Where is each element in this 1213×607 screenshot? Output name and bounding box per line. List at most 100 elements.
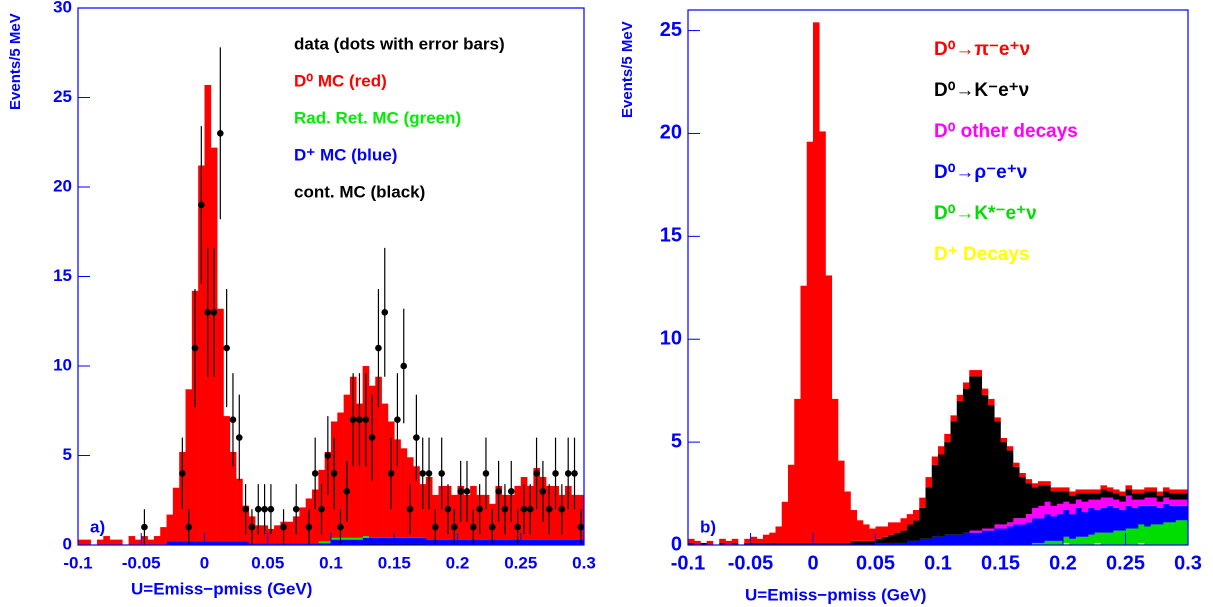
histogram-bar [1075,489,1083,494]
histogram-bar [956,394,964,401]
histogram-bar [444,539,452,545]
histogram-bar [781,501,789,543]
histogram-bar [1088,489,1095,494]
data-point [488,523,496,531]
legend-entry: D⁰ MC (red) [294,71,387,90]
histogram-bar [109,539,117,545]
histogram-bar [413,543,420,545]
histogram-bar [794,398,801,543]
histogram-bar [938,446,945,455]
histogram-bar [1169,499,1176,506]
data-point [552,470,559,477]
histogram-bar [706,540,714,545]
histogram-bar [1038,505,1045,519]
histogram-bar [1175,489,1183,494]
histogram-bar [1131,507,1139,529]
histogram-bar [1125,528,1133,545]
histogram-bar [1050,516,1058,541]
data-point [254,505,262,513]
histogram-bar [1100,507,1108,533]
histogram-bar [963,382,970,389]
histogram-bar [831,398,839,543]
histogram-bar [813,542,820,545]
histogram-bar [387,537,395,544]
histogram-bar [1044,514,1051,541]
histogram-bar [994,417,1001,422]
histogram-bar [185,389,193,542]
histogram-bar [1094,542,1101,545]
histogram-bar [1038,485,1045,506]
data-point [223,344,230,352]
data-point [375,344,382,352]
histogram-bar [888,534,895,543]
histogram-bar [571,539,578,545]
histogram-bar [844,491,851,543]
histogram-bar [913,520,920,541]
histogram-bar [1006,450,1014,523]
histogram-bar [261,543,269,545]
histogram-bar [1006,446,1014,451]
legend-entry: D⁰→K⁻e⁺ν [934,80,1029,101]
data-point [191,344,199,352]
histogram-bar [800,542,808,545]
histogram-bar [863,524,870,541]
histogram-bar [806,141,814,543]
data-point [564,470,572,477]
histogram-bar [969,376,976,531]
histogram-bar [1069,538,1076,545]
data-point [305,523,313,531]
x-tick-label: -0.1 [671,552,705,574]
histogram-bar [775,526,783,543]
histogram-bar [838,542,845,545]
histogram-bar [1019,477,1026,519]
histogram-bar [925,487,933,539]
histogram-bar [191,290,199,542]
histogram-bar [944,534,951,545]
histogram-bar [900,530,908,543]
histogram-bar [381,403,389,538]
histogram-bar [931,536,939,545]
y-tick-label: 0 [671,533,682,555]
histogram-bar [988,530,995,545]
histogram-bar [688,538,695,543]
data-point [425,470,433,477]
histogram-bar [913,540,920,545]
histogram-bar [293,543,300,545]
histogram-bar [1138,499,1145,506]
histogram-bar [719,538,726,543]
histogram-bar [172,487,180,542]
histogram-bar [1006,522,1014,527]
histogram-bar [1025,522,1033,545]
histogram-bar [419,543,427,545]
x-tick-label: -0.05 [122,553,161,572]
histogram-bar [1019,524,1026,545]
histogram-bar [775,542,783,545]
histogram-bar [286,521,294,544]
histogram-bar [1025,483,1033,515]
data-point [204,309,211,316]
histogram-bar [394,439,401,538]
data-point [198,201,205,209]
histogram-bar [1000,442,1008,525]
histogram-bar [134,539,142,545]
legend-entry: D⁰ other decays [934,121,1078,142]
histogram-bar [1094,493,1101,500]
histogram-bar [856,540,864,545]
histogram-bar [788,542,795,545]
histogram-bar [1163,487,1170,492]
histogram-bar [356,537,363,540]
histogram-bar [744,542,751,545]
histogram-bar [919,507,926,539]
histogram-bar [1181,493,1189,500]
histogram-bar [1069,514,1076,539]
histogram-bar [913,510,920,521]
histogram-bar [1063,487,1070,492]
histogram-bar [1138,505,1145,525]
panel-label: b) [700,517,716,536]
histogram-bar [1181,520,1189,545]
x-tick-label: 0.1 [319,553,343,572]
histogram-bar [1113,493,1120,500]
data-point [438,470,445,477]
legend-entry: cont. MC (black) [294,182,425,201]
histogram-bar [800,285,808,543]
